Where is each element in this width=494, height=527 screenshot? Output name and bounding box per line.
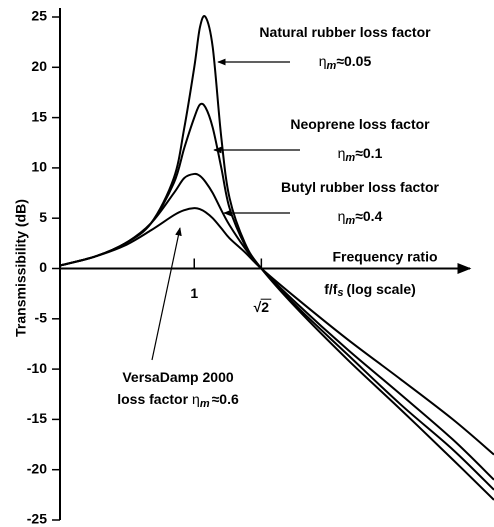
annotation-line: loss factor (117, 391, 188, 407)
y-tick-label: 10 (31, 159, 47, 175)
x-tick-label: 1 (190, 285, 198, 301)
annotation-text: VersaDamp 2000 (122, 369, 234, 385)
y-tick-label: -25 (27, 511, 47, 527)
x-axis-label-part: (log scale) (347, 281, 416, 297)
annotation-sub: m (345, 152, 355, 164)
annotation-text: ηm≈0.05 (319, 53, 372, 72)
annotation-text: Butyl rubber loss factor (281, 179, 439, 195)
annotation-text: ηm≈0.4 (338, 208, 383, 227)
annotation-text: ηm≈0.1 (338, 145, 383, 164)
annotation-sub: m (200, 398, 210, 410)
x-axis-label: f/fs (log scale) (324, 281, 416, 299)
annotation-text: Neoprene loss factor (290, 116, 430, 132)
curve (59, 102, 494, 491)
x-axis-label: Frequency ratio (332, 249, 437, 265)
y-tick-label: -15 (27, 410, 47, 426)
x-axis-label-sub: s (337, 287, 343, 299)
curve (59, 172, 494, 481)
annotation-line: Neoprene loss factor (290, 116, 430, 132)
annotation-sub: m (345, 215, 355, 227)
annotation-symbol: η (338, 145, 346, 161)
annotation-value: ≈0.1 (355, 145, 382, 161)
annotation-sub: m (327, 60, 337, 72)
y-tick-label: 5 (39, 209, 47, 225)
annotation-text: Natural rubber loss factor (259, 24, 431, 40)
annotation-line: Natural rubber loss factor (259, 24, 431, 40)
y-tick-label: -10 (27, 360, 47, 376)
curve (59, 207, 494, 456)
annotation-line: Butyl rubber loss factor (281, 179, 439, 195)
y-tick-label: 15 (31, 108, 47, 124)
annotation-arrow (151, 227, 182, 361)
x-tick-label: √2 (254, 299, 270, 315)
y-axis-label: Transmissibility (dB) (13, 199, 29, 337)
y-tick-label: -20 (27, 460, 47, 476)
y-tick-label: 20 (31, 58, 47, 74)
annotation-symbol: η (338, 208, 346, 224)
y-tick-label: -5 (35, 310, 48, 326)
y-tick-label: 25 (31, 8, 47, 24)
annotation-symbol: η (192, 391, 200, 407)
annotation-value: ≈0.4 (355, 208, 382, 224)
annotation-text: loss factor ηm ≈0.6 (117, 391, 239, 410)
annotation-value: ≈0.6 (212, 391, 239, 407)
annotation-value: ≈0.05 (336, 53, 371, 69)
y-tick-label: 0 (39, 259, 47, 275)
x-axis-label-part: f/f (324, 281, 338, 297)
annotation-symbol: η (319, 53, 327, 69)
annotation-line: VersaDamp 2000 (122, 369, 234, 385)
